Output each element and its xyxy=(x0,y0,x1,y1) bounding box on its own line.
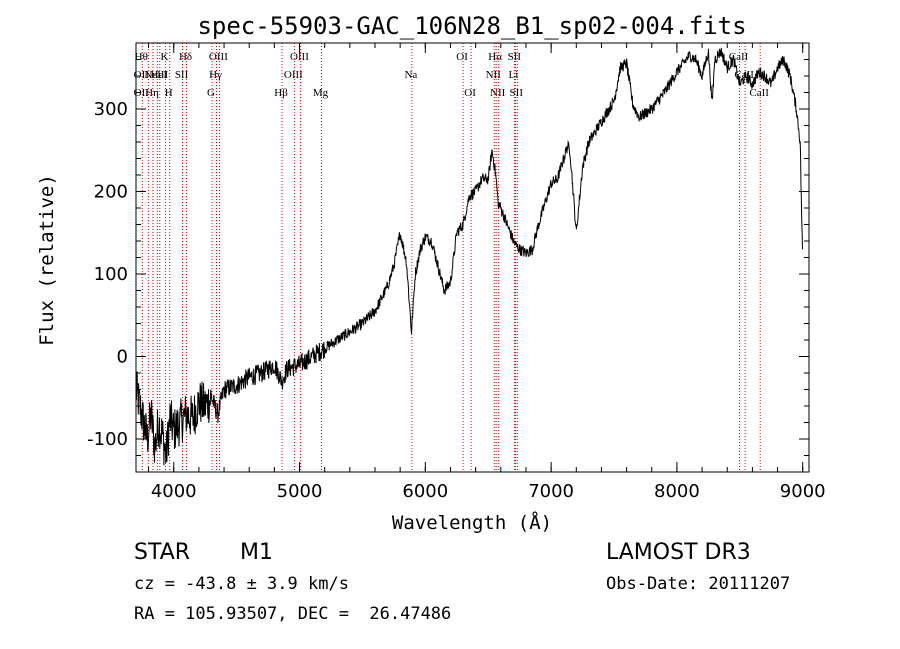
line-label-14-0: OIII xyxy=(290,51,309,63)
line-label-10-0: Hγ xyxy=(209,69,222,81)
line-label-4-0: HeI xyxy=(151,69,168,81)
line-label-3-0: NeIII xyxy=(144,69,168,81)
y-tick-label-2: 100 xyxy=(94,264,128,285)
line-label-9-0: G xyxy=(207,87,215,99)
spectral-line-markers xyxy=(141,43,761,472)
line-label-6-0: H xyxy=(165,87,173,99)
x-axis-label: Wavelength (Å) xyxy=(392,511,552,534)
line-label-12-0: Hβ xyxy=(274,87,288,99)
line-label-13-0: OIII xyxy=(284,69,303,81)
line-label-17-0: OI xyxy=(456,51,468,63)
line-label-15-0: Mg xyxy=(313,87,329,99)
x-tick-label-0: 4000 xyxy=(151,481,197,502)
object-subclass: M1 xyxy=(240,540,273,565)
line-label-16-0: Na xyxy=(404,69,417,81)
y-tick-label-1: 0 xyxy=(117,347,128,368)
line-label-18-0: OI xyxy=(464,87,476,99)
survey-name: LAMOST DR3 xyxy=(606,540,751,565)
chart-title: spec-55903-GAC_106N28_B1_sp02-004.fits xyxy=(197,12,746,40)
plot-frame xyxy=(135,42,810,473)
object-class: STAR xyxy=(134,540,191,565)
observation-date: Obs-Date: 20111207 xyxy=(606,574,791,594)
line-label-0-1: OII xyxy=(134,69,150,81)
line-label-8-0: Hδ xyxy=(179,51,192,63)
x-tick-label-5: 9000 xyxy=(780,481,826,502)
line-label-20-0: Hα xyxy=(488,51,502,63)
y-tick-label-3: 200 xyxy=(94,182,128,203)
line-label-0-2: OII xyxy=(134,87,150,99)
y-axis-label: Flux (relative) xyxy=(36,174,58,346)
y-tick-label-0: -100 xyxy=(87,429,128,450)
line-label-7-0: SII xyxy=(175,69,189,81)
coordinates: RA = 105.93507, DEC = 26.47486 xyxy=(134,604,452,624)
line-label-24-0: SII xyxy=(510,87,524,99)
spectrum-line xyxy=(135,47,803,466)
line-label-21-0: NII xyxy=(490,87,506,99)
x-tick-label-4: 8000 xyxy=(654,481,700,502)
y-tick-label-4: 300 xyxy=(94,99,128,120)
spectral-line-labels: HθOIIOIIHηNeIIIHeIKHSIIHδGHγOIIIHβOIIIOI… xyxy=(134,51,770,99)
line-label-22-0: Li xyxy=(508,69,518,81)
line-label-2-0: Hη xyxy=(145,87,159,99)
x-tick-label-1: 5000 xyxy=(277,481,323,502)
line-label-27-0: CaII xyxy=(749,87,769,99)
redshift-velocity: cz = -43.8 ± 3.9 km/s xyxy=(134,574,349,594)
x-tick-label-3: 7000 xyxy=(528,481,574,502)
spectrum-chart: spec-55903-GAC_106N28_B1_sp02-004.fits H… xyxy=(36,12,826,534)
y-axis: -100 0 100 200 300 xyxy=(87,42,809,473)
line-label-23-0: SII xyxy=(508,51,522,63)
x-tick-label-2: 6000 xyxy=(402,481,448,502)
line-label-11-0: OIII xyxy=(209,51,228,63)
line-label-0-0: Hθ xyxy=(135,51,148,63)
x-axis: 4000 5000 6000 7000 8000 9000 xyxy=(148,43,826,502)
line-label-19-0: NII xyxy=(486,69,502,81)
line-label-5-0: K xyxy=(160,51,168,63)
